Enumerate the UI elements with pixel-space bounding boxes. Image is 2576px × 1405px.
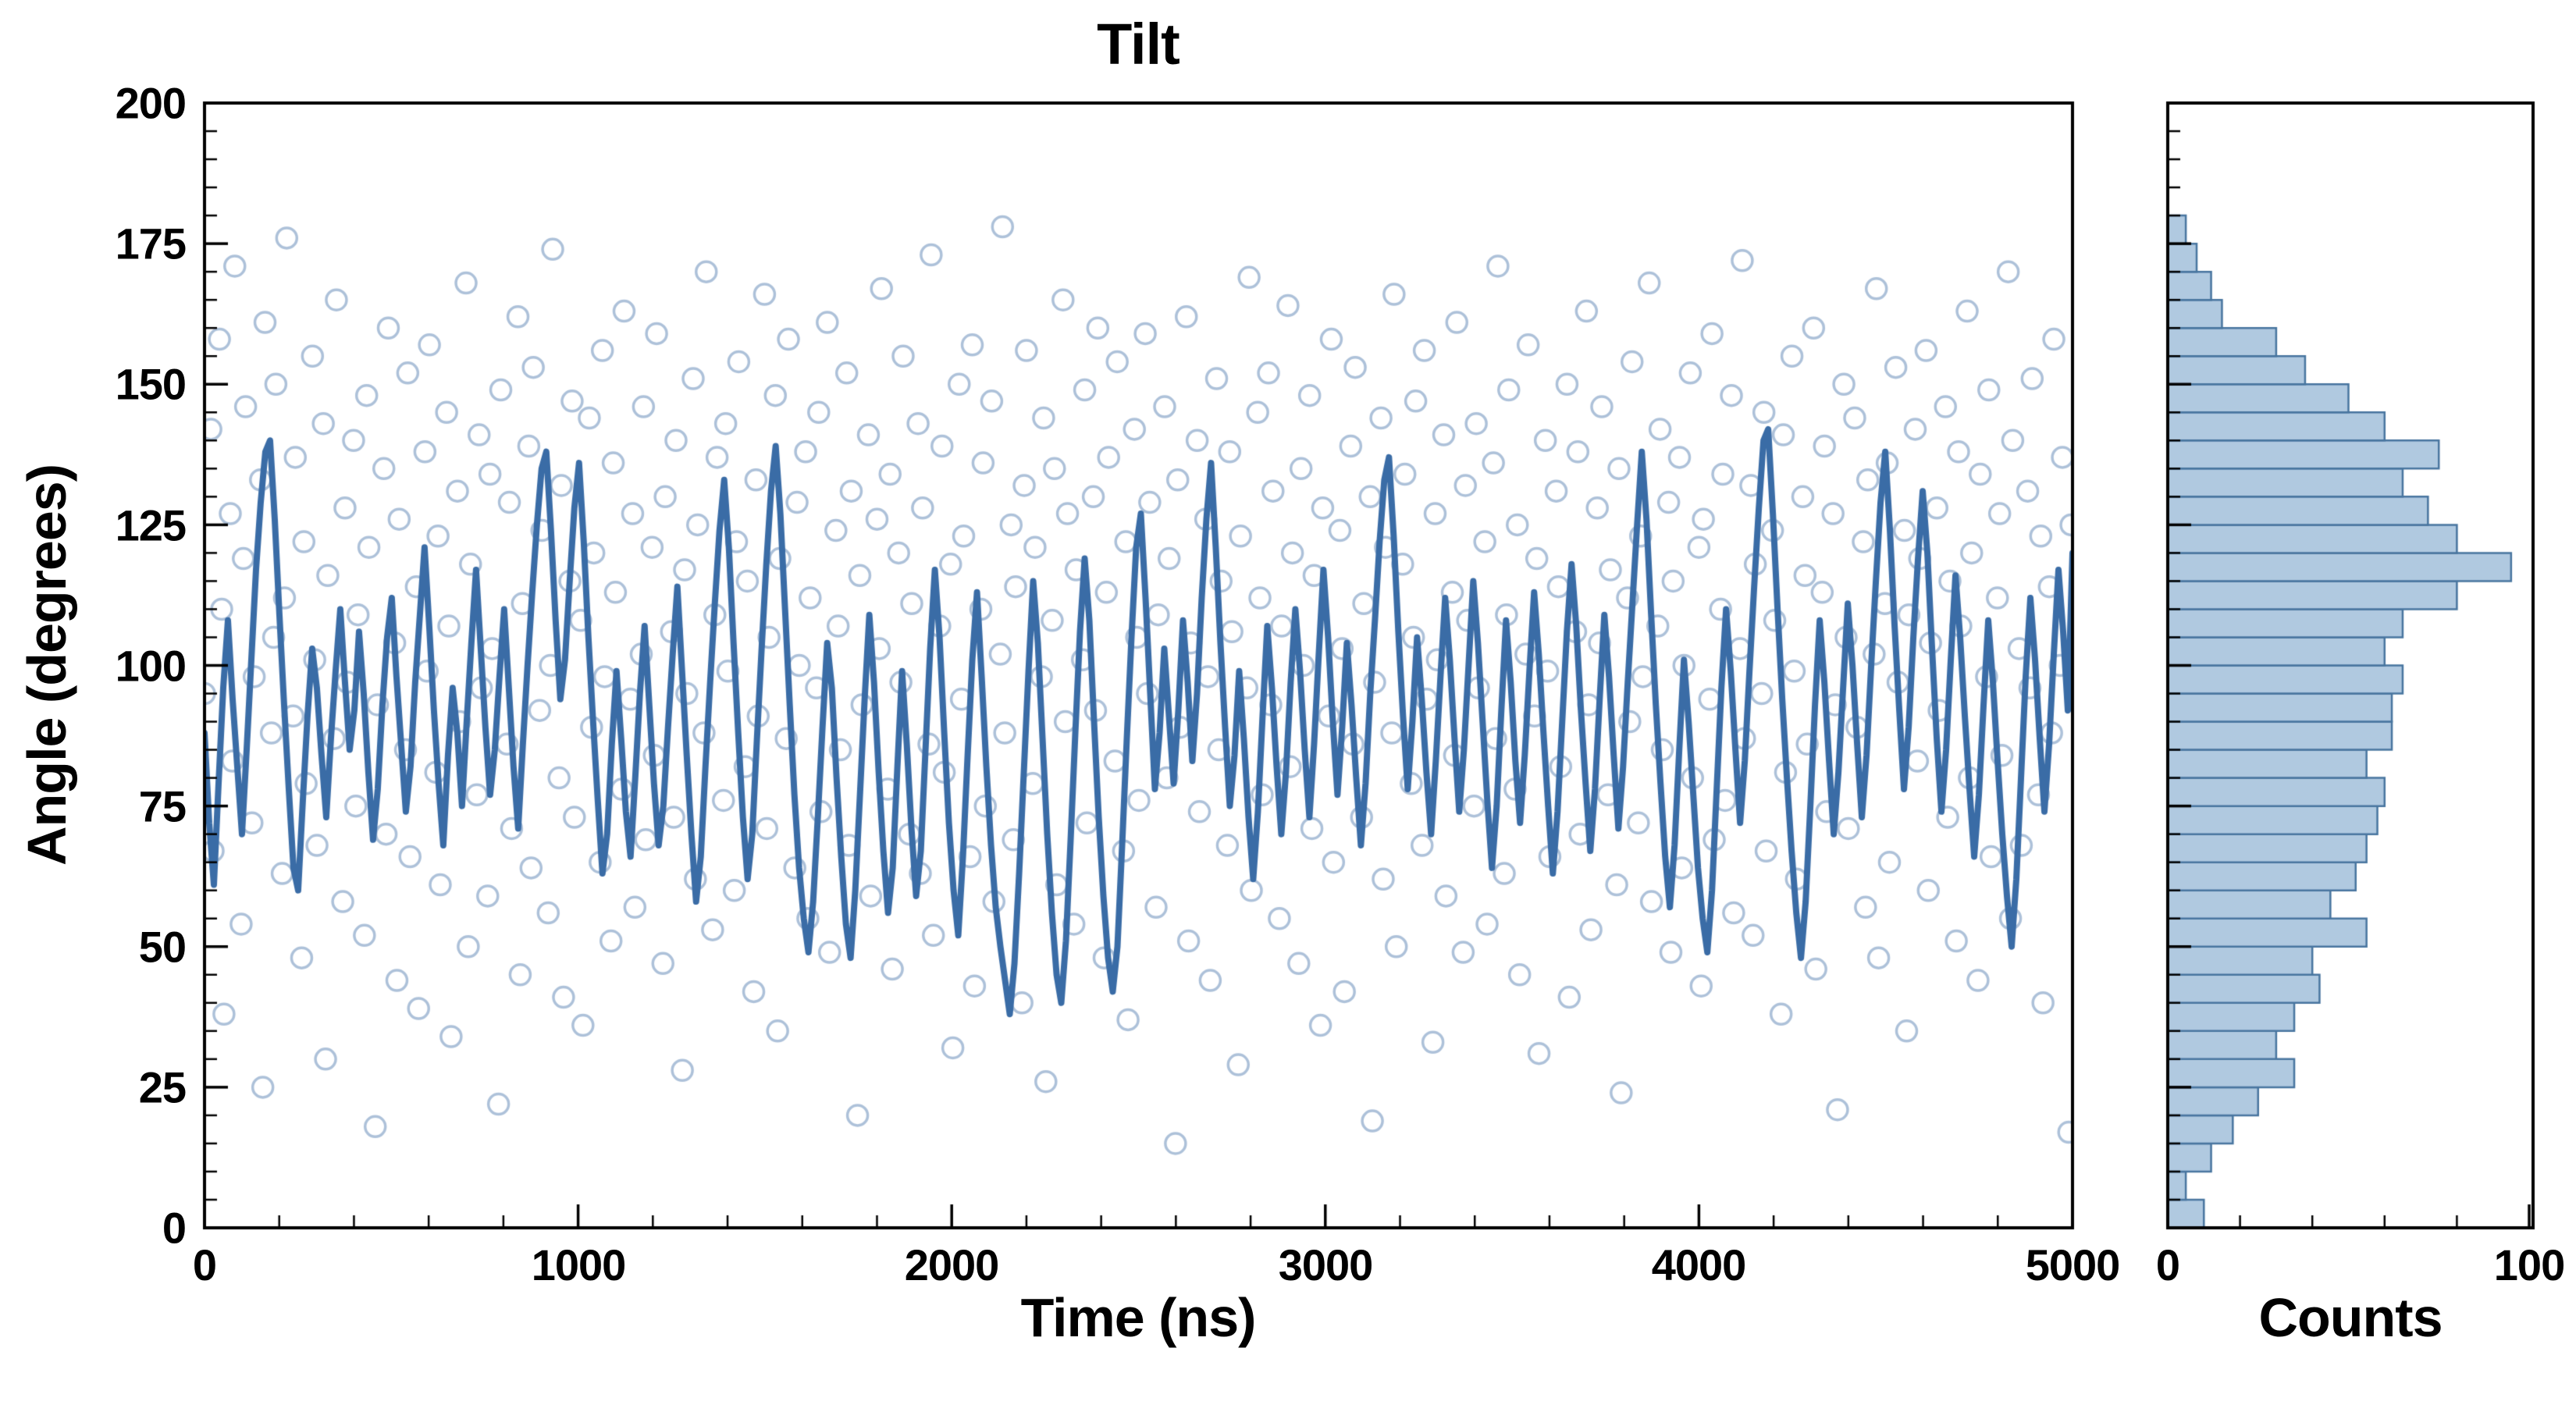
x-axis-label: Time (ns) [1020, 1287, 1257, 1348]
y-tick-label-200: 200 [115, 78, 187, 128]
y-tick-label-25: 25 [138, 1062, 187, 1112]
y-tick-label-150: 150 [115, 359, 187, 409]
x-tick-label-0: 0 [192, 1240, 217, 1289]
y-tick-label-100: 100 [115, 641, 187, 691]
x-tick-label-4000: 4000 [1651, 1240, 1747, 1289]
y-tick-label-50: 50 [138, 922, 187, 972]
x-tick-label-2000: 2000 [904, 1240, 1000, 1289]
chart-title: Tilt [1097, 12, 1180, 76]
hist-x-axis-label: Counts [2258, 1287, 2443, 1348]
y-tick-label-0: 0 [162, 1203, 187, 1253]
y-tick-label-175: 175 [115, 219, 187, 269]
x-tick-label-1000: 1000 [531, 1240, 627, 1289]
y-tick-label-75: 75 [138, 781, 187, 831]
hist-x-tick-label-0: 0 [2155, 1240, 2180, 1289]
x-tick-label-5000: 5000 [2025, 1240, 2121, 1289]
hist-x-tick-label-100: 100 [2493, 1240, 2565, 1289]
x-tick-label-3000: 3000 [1278, 1240, 1374, 1289]
y-tick-label-125: 125 [115, 500, 187, 550]
y-axis-label: Angle (degrees) [16, 464, 77, 866]
